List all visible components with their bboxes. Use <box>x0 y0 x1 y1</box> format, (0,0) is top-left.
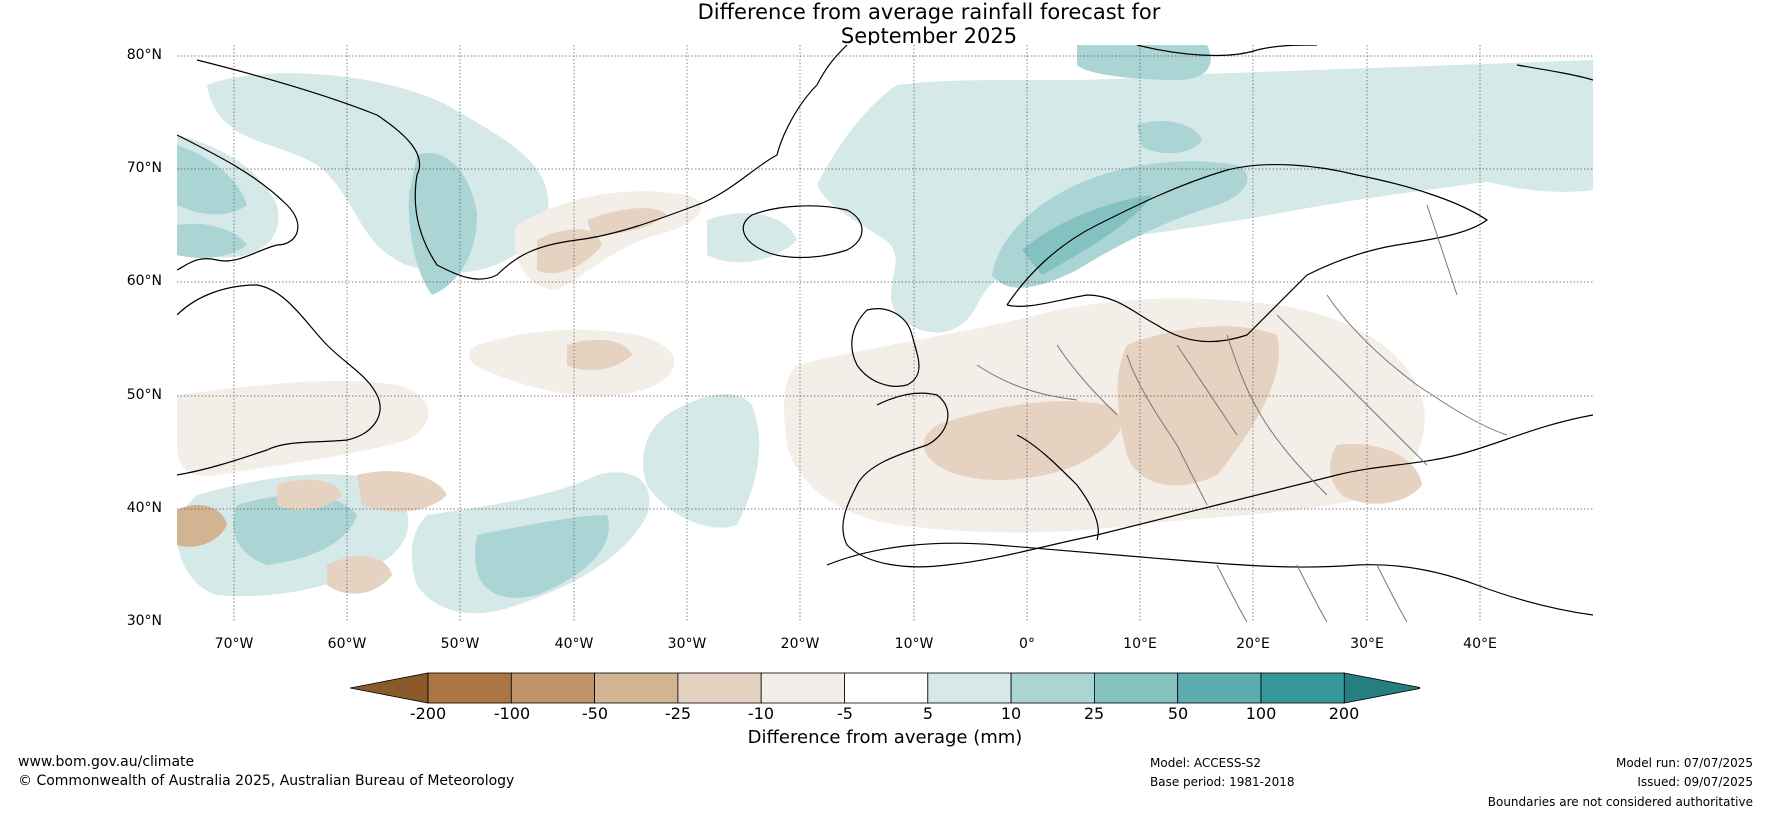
greenland-coast <box>196 45 848 280</box>
lon-label-10e: 10°E <box>1123 636 1157 652</box>
colorbar-arrow-high <box>1343 672 1420 704</box>
colorbar-tick-4: -25 <box>664 704 692 723</box>
colorbar-tick-1: -200 <box>409 704 447 723</box>
colorbar-tick-5: -10 <box>747 704 775 723</box>
colorbar-tick-10: 50 <box>1167 704 1189 723</box>
footer-website: www.bom.gov.au/climate <box>18 754 195 770</box>
baffin-coast <box>177 134 299 271</box>
lon-label-20w: 20°W <box>780 636 820 652</box>
map-area <box>177 45 1593 622</box>
lat-label-30n: 30°N <box>126 613 162 629</box>
lon-label-10w: 10°W <box>894 636 934 652</box>
graticule <box>177 45 1593 622</box>
lon-label-0: 0° <box>1019 636 1035 652</box>
map-title: Difference from average rainfall forecas… <box>0 0 1770 48</box>
colorbar-arrow-low <box>350 672 429 704</box>
iceland-coast <box>742 205 863 259</box>
lon-label-50w: 50°W <box>440 636 480 652</box>
colorbar-tick-11: 100 <box>1245 704 1277 723</box>
colorbar-segment <box>927 672 1012 704</box>
british-isles-coast <box>851 308 920 387</box>
scandinavia-coast <box>1006 163 1489 343</box>
colorbar-segment <box>760 672 845 704</box>
europe-coast <box>842 392 1593 568</box>
lat-label-80n: 80°N <box>126 47 162 63</box>
colorbar <box>350 672 1420 704</box>
colorbar-tick-8: 10 <box>1000 704 1022 723</box>
footer-issued: Issued: 09/07/2025 <box>1637 775 1753 789</box>
footer-model: Model: ACCESS-S2 <box>1150 756 1262 770</box>
canada-coast <box>177 284 381 476</box>
colorbar-segment <box>1010 672 1095 704</box>
colorbar-segment <box>1177 672 1262 704</box>
title-line-1: Difference from average rainfall forecas… <box>697 0 1161 24</box>
colorbar-segment <box>1094 672 1179 704</box>
north-africa-coast <box>826 542 1593 616</box>
title-line-2: September 2025 <box>840 24 1018 48</box>
lon-label-30w: 30°W <box>667 636 707 652</box>
lon-label-20e: 20°E <box>1236 636 1270 652</box>
colorbar-segment <box>844 672 929 704</box>
colorbar-segment <box>1260 672 1345 704</box>
lon-label-60w: 60°W <box>327 636 367 652</box>
rainfall-anomaly-map <box>177 45 1593 622</box>
footer-copyright: © Commonwealth of Australia 2025, Austra… <box>18 773 515 789</box>
footer-disclaimer: Boundaries are not considered authoritat… <box>1487 795 1753 809</box>
lon-label-40w: 40°W <box>554 636 594 652</box>
colorbar-label: Difference from average (mm) <box>747 727 1023 748</box>
drier-than-average-regions <box>177 191 1425 594</box>
novaya-zemlya-coast <box>1516 64 1593 81</box>
colorbar-segment <box>427 672 512 704</box>
footer-base-period: Base period: 1981-2018 <box>1150 775 1295 789</box>
colorbar-tick-3: -50 <box>581 704 609 723</box>
wetter-than-average-regions <box>177 45 1593 614</box>
footer-model-run: Model run: 07/07/2025 <box>1615 756 1753 770</box>
country-borders <box>976 204 1508 622</box>
colorbar-tick-2: -100 <box>493 704 531 723</box>
lat-label-40n: 40°N <box>126 500 162 516</box>
italy-coast <box>1016 434 1099 541</box>
lat-label-60n: 60°N <box>126 273 162 289</box>
lon-label-30e: 30°E <box>1350 636 1384 652</box>
colorbar-tick-7: 5 <box>922 704 934 723</box>
lat-label-70n: 70°N <box>126 160 162 176</box>
colorbar-segment <box>677 672 762 704</box>
svalbard-coast <box>1136 45 1318 57</box>
coastlines <box>177 45 1593 616</box>
colorbar-tick-12: 200 <box>1328 704 1360 723</box>
colorbar-tick-9: 25 <box>1083 704 1105 723</box>
colorbar-segment <box>510 672 596 704</box>
colorbar-tick-6: -5 <box>837 704 853 723</box>
lon-label-40e: 40°E <box>1463 636 1497 652</box>
colorbar-segment <box>594 672 679 704</box>
lat-label-50n: 50°N <box>126 387 162 403</box>
lon-label-70w: 70°W <box>214 636 254 652</box>
